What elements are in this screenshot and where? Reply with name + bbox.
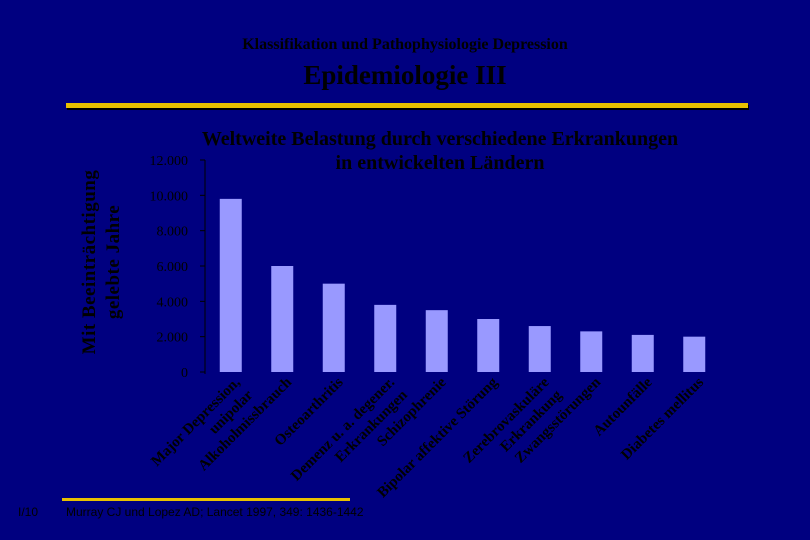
chart-title-line-1: Weltweite Belastung durch verschiedene E…: [201, 128, 679, 150]
bar: [580, 331, 603, 372]
bar: [322, 283, 345, 372]
bar: [477, 319, 500, 372]
bar: [425, 310, 448, 372]
y-tick-label: 6.000: [157, 260, 189, 275]
y-tick-label: 2.000: [157, 331, 189, 346]
chart-title-line-2: in entwickelten Ländern: [335, 152, 545, 174]
page-title: Epidemiologie III: [303, 60, 507, 90]
y-axis-title-line: Mit Beeinträchtigung: [79, 170, 100, 355]
x-category-label-line: Demenz u. a. degener.: [288, 374, 398, 484]
source-citation: Murray CJ und Lopez AD; Lancet 1997, 349…: [66, 505, 364, 519]
bar: [631, 334, 654, 372]
bar: [374, 304, 397, 372]
y-axis-title: Mit Beeinträchtigung gelebte Jahre: [79, 170, 124, 355]
source-underline: [62, 498, 350, 501]
bar: [683, 336, 706, 372]
y-tick-label: 0: [181, 366, 188, 381]
y-tick-label: 12.000: [150, 154, 189, 169]
title-underline: [66, 103, 748, 108]
y-tick-label: 10.000: [150, 189, 189, 204]
bar: [528, 326, 551, 372]
header-title: Klassifikation und Pathophysiologie Depr…: [242, 36, 568, 53]
bar: [271, 266, 294, 372]
y-tick-label: 8.000: [157, 225, 189, 240]
y-tick-label: 4.000: [157, 295, 189, 310]
chart-title: Weltweite Belastung durch verschiedene E…: [150, 127, 730, 175]
y-axis-title-line: gelebte Jahre: [103, 205, 124, 319]
bar: [219, 198, 242, 372]
slide-number: I/10: [18, 505, 39, 519]
